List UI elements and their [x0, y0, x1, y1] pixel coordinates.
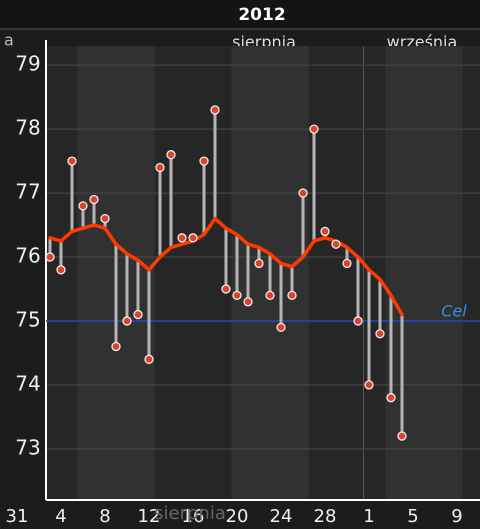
weight-point	[144, 354, 154, 364]
y-tick-label: 79	[15, 52, 40, 76]
x-tick-label: 31	[6, 506, 29, 527]
weight-point	[364, 380, 374, 390]
year: 2012	[238, 5, 285, 25]
y-tick-label: 74	[15, 371, 40, 395]
x-tick-label: 5	[407, 506, 418, 527]
weight-point	[298, 188, 308, 198]
x-tick-label: 28	[314, 506, 337, 527]
weight-point	[133, 309, 143, 320]
x-tick-label: 1	[363, 506, 374, 527]
y-tick-label: 75	[15, 307, 40, 331]
weight-point	[45, 252, 55, 262]
weight-point	[320, 226, 330, 237]
plot: 73 74 75 76 77 78 79 31 4 8 12 16 20 24 28 1 5 9 Cel	[6, 40, 480, 527]
weight-point	[221, 284, 231, 294]
weight-point	[254, 258, 264, 269]
year-bar	[0, 0, 480, 29]
weight-point	[232, 290, 242, 301]
week-band	[385, 46, 463, 500]
weight-point	[100, 213, 110, 224]
y-tick-label: 73	[15, 435, 40, 459]
weight-point	[386, 393, 396, 403]
weight-point	[188, 233, 198, 243]
x-tick-label: 9	[451, 506, 462, 527]
target-label: Cel	[441, 301, 467, 320]
x-tick-label: 8	[99, 506, 110, 527]
weight-point	[309, 124, 319, 134]
x-tick-label: 24	[270, 506, 293, 527]
weight-point	[199, 156, 209, 166]
x-tick-label: 16	[182, 506, 205, 527]
weight-point	[331, 239, 341, 249]
weight-point	[177, 233, 187, 243]
weight-point	[89, 194, 99, 205]
weight-point	[111, 341, 121, 352]
weight-point	[342, 258, 352, 269]
weight-point	[78, 201, 88, 211]
weight-point	[67, 156, 77, 166]
month-label: a	[4, 31, 14, 50]
weight-point	[210, 105, 220, 115]
y-tick-label: 76	[15, 244, 40, 268]
weight-point	[243, 297, 253, 307]
x-tick-label: 12	[138, 506, 161, 527]
month-overlay: sierpnia	[154, 503, 226, 524]
weight-point	[276, 322, 286, 333]
weight-point	[287, 290, 297, 301]
x-tick-label: 4	[55, 506, 66, 527]
weight-point	[265, 290, 275, 301]
y-tick-label: 77	[15, 180, 40, 204]
weight-point	[397, 431, 407, 441]
weight-point	[155, 162, 165, 173]
weight-point	[166, 150, 176, 160]
y-tick-label: 78	[15, 116, 40, 140]
weight-point	[56, 265, 66, 275]
x-tick-label: 20	[226, 506, 249, 527]
trend-line	[48, 216, 404, 317]
weight-point	[353, 316, 363, 326]
weight-point	[122, 316, 132, 326]
weight-point	[375, 329, 385, 339]
